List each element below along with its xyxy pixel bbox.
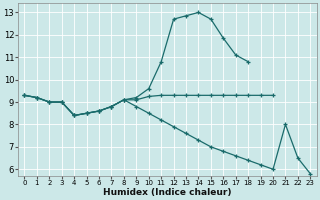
X-axis label: Humidex (Indice chaleur): Humidex (Indice chaleur) [103, 188, 232, 197]
